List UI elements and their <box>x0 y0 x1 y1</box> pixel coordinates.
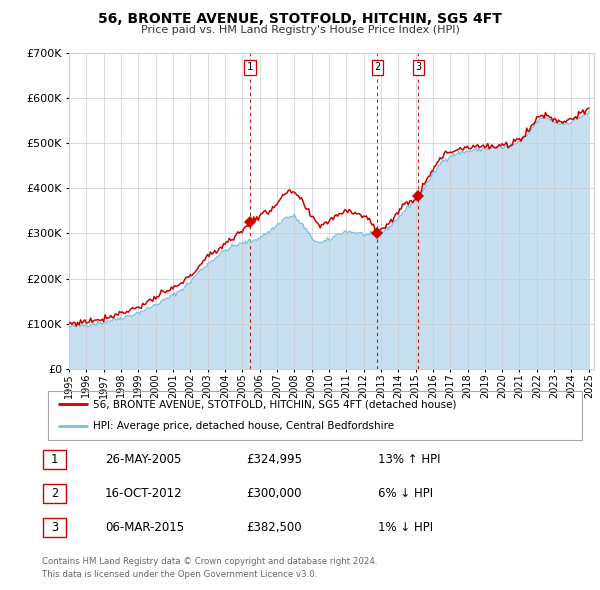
Text: This data is licensed under the Open Government Licence v3.0.: This data is licensed under the Open Gov… <box>42 571 317 579</box>
Text: 56, BRONTE AVENUE, STOTFOLD, HITCHIN, SG5 4FT (detached house): 56, BRONTE AVENUE, STOTFOLD, HITCHIN, SG… <box>94 399 457 409</box>
Text: 3: 3 <box>51 521 58 534</box>
Bar <box>43 450 66 469</box>
Text: Price paid vs. HM Land Registry's House Price Index (HPI): Price paid vs. HM Land Registry's House … <box>140 25 460 35</box>
Bar <box>43 484 66 503</box>
Text: 26-MAY-2005: 26-MAY-2005 <box>105 453 181 466</box>
Text: 13% ↑ HPI: 13% ↑ HPI <box>378 453 440 466</box>
Text: 3: 3 <box>415 62 422 72</box>
Text: 1: 1 <box>247 62 253 72</box>
Text: 2: 2 <box>374 62 380 72</box>
Text: £324,995: £324,995 <box>246 453 302 466</box>
Text: 2: 2 <box>51 487 58 500</box>
Text: 6% ↓ HPI: 6% ↓ HPI <box>378 487 433 500</box>
Text: 1: 1 <box>51 453 58 466</box>
Text: Contains HM Land Registry data © Crown copyright and database right 2024.: Contains HM Land Registry data © Crown c… <box>42 558 377 566</box>
Bar <box>43 518 66 537</box>
Text: 16-OCT-2012: 16-OCT-2012 <box>105 487 182 500</box>
Text: £382,500: £382,500 <box>246 521 302 534</box>
Text: 56, BRONTE AVENUE, STOTFOLD, HITCHIN, SG5 4FT: 56, BRONTE AVENUE, STOTFOLD, HITCHIN, SG… <box>98 12 502 26</box>
Text: 06-MAR-2015: 06-MAR-2015 <box>105 521 184 534</box>
Text: £300,000: £300,000 <box>246 487 302 500</box>
Text: 1% ↓ HPI: 1% ↓ HPI <box>378 521 433 534</box>
Text: HPI: Average price, detached house, Central Bedfordshire: HPI: Average price, detached house, Cent… <box>94 421 395 431</box>
